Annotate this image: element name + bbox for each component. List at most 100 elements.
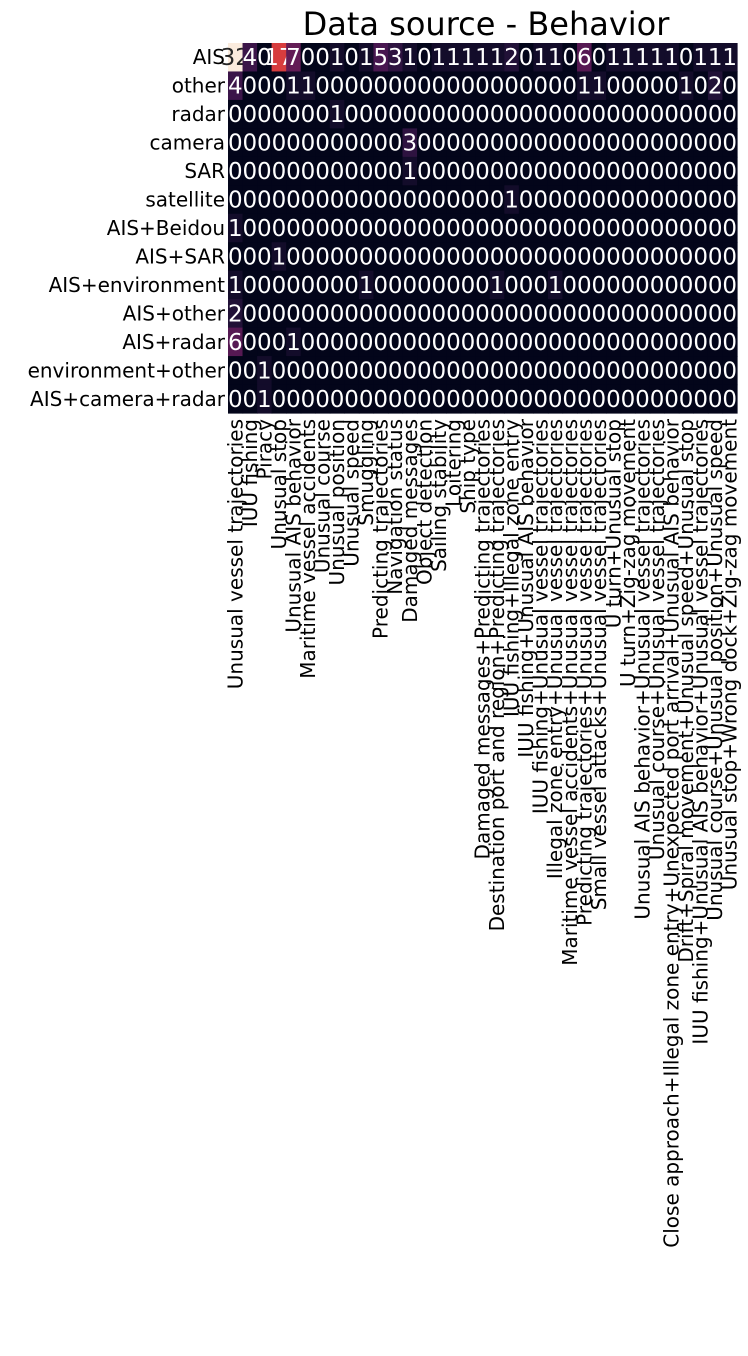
heatmap-cell	[460, 128, 476, 158]
column-label: Sailing stability	[427, 419, 451, 572]
cell-value: 0	[650, 301, 665, 327]
heatmap-cell	[591, 384, 607, 414]
cell-value: 0	[417, 102, 432, 128]
cell-value: 0	[490, 358, 505, 384]
cell-value: 0	[315, 387, 330, 413]
cell-value: 0	[301, 159, 316, 185]
cell-value: 0	[359, 188, 374, 214]
cell-value: 0	[548, 131, 563, 157]
cell-value: 0	[475, 358, 490, 384]
heatmap-cell	[315, 270, 331, 300]
cell-value: 0	[286, 188, 301, 214]
cell-value: 0	[461, 159, 476, 185]
heatmap-cell	[446, 270, 462, 300]
heatmap-cell	[315, 242, 331, 272]
cell-value: 0	[344, 159, 359, 185]
heatmap-cell	[649, 128, 665, 158]
cell-value: 0	[417, 74, 432, 100]
heatmap-cell	[533, 43, 549, 73]
heatmap-cell	[562, 185, 578, 215]
cell-value: 0	[301, 358, 316, 384]
cell-value: 0	[330, 188, 345, 214]
heatmap-cell	[257, 99, 273, 129]
heatmap-cell	[606, 384, 622, 414]
heatmap-cell	[620, 327, 636, 357]
cell-value: 0	[562, 244, 577, 270]
heatmap-cell	[693, 43, 709, 73]
cell-value: 0	[402, 244, 417, 270]
heatmap-cell	[358, 156, 375, 186]
heatmap-cell	[649, 327, 665, 357]
cell-value: 0	[533, 273, 548, 299]
cell-value: 0	[272, 131, 287, 157]
heatmap-cell	[271, 43, 287, 73]
column-label: Close approach+Illegal zone entry+Unexpe…	[660, 418, 684, 1247]
heatmap-cell	[664, 384, 680, 414]
cell-value: 0	[301, 301, 316, 327]
heatmap-cell	[489, 299, 505, 329]
cell-value: 0	[650, 273, 665, 299]
cell-value: 0	[577, 102, 592, 128]
cell-value: 0	[242, 216, 257, 242]
heatmap-cell	[504, 156, 520, 186]
heatmap-cell	[358, 327, 375, 357]
cell-value: 0	[344, 131, 359, 157]
heatmap-cell	[562, 43, 578, 73]
heatmap-cell	[562, 384, 578, 414]
cell-value: 0	[272, 74, 287, 100]
heatmap-cell	[242, 156, 258, 186]
heatmap-cell	[533, 213, 549, 243]
heatmap-cell	[228, 156, 244, 186]
heatmap-cell	[635, 384, 651, 414]
cell-value: 0	[402, 330, 417, 356]
row-label: other	[172, 74, 226, 98]
heatmap-cell	[460, 99, 476, 129]
cell-value: 0	[315, 330, 330, 356]
cell-value: 1	[446, 45, 461, 71]
heatmap-cell	[678, 156, 694, 186]
heatmap-cell	[300, 384, 316, 414]
heatmap-cell	[300, 327, 316, 357]
heatmap-cell	[635, 327, 651, 357]
heatmap-cell	[358, 99, 375, 129]
heatmap-cell	[518, 99, 534, 129]
heatmap-cell	[620, 356, 636, 386]
cell-value: 0	[330, 301, 345, 327]
heatmap-cell	[431, 213, 447, 243]
heatmap-cell	[693, 242, 709, 272]
cell-value: 0	[373, 244, 388, 270]
cell-value: 0	[606, 102, 621, 128]
cell-value: 0	[708, 188, 723, 214]
heatmap-cell	[577, 299, 593, 329]
cell-value: 0	[286, 159, 301, 185]
cell-value: 0	[330, 74, 345, 100]
cell-value: 0	[272, 358, 287, 384]
heatmap-cell	[577, 185, 593, 215]
heatmap-cell	[693, 384, 709, 414]
row-label: AIS+other	[123, 301, 226, 325]
heatmap-cell	[649, 242, 665, 272]
cell-value: 0	[548, 358, 563, 384]
heatmap-cell	[562, 327, 578, 357]
cell-value: 0	[592, 301, 607, 327]
cell-value: 0	[635, 159, 650, 185]
cell-value: 0	[432, 387, 447, 413]
cell-value: 0	[519, 358, 534, 384]
heatmap-cell	[577, 384, 593, 414]
heatmap-cell	[300, 213, 316, 243]
cell-value: 0	[548, 159, 563, 185]
cell-value: 0	[330, 273, 345, 299]
heatmap-cell	[591, 128, 607, 158]
heatmap-cell	[475, 242, 491, 272]
heatmap-cell	[286, 43, 302, 73]
column-label: IUU fishing+Unusual vessel trajectories	[529, 419, 553, 814]
cell-value: 0	[708, 216, 723, 242]
heatmap-cell	[387, 99, 404, 129]
heatmap-cell	[446, 299, 462, 329]
cell-value: 0	[577, 301, 592, 327]
heatmap-cell	[446, 213, 462, 243]
heatmap-cell	[722, 71, 738, 101]
cell-value: 0	[679, 301, 694, 327]
heatmap-cell	[315, 71, 331, 101]
heatmap-cell	[722, 99, 738, 129]
